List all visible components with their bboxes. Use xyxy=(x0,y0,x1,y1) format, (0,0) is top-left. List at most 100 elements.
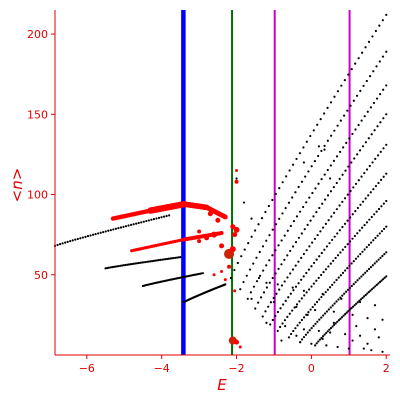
black-point-band-7 xyxy=(324,198,327,201)
black-point-band-9 xyxy=(343,222,347,225)
black-point-band-4 xyxy=(247,242,250,245)
black-point-2 xyxy=(276,283,279,286)
black-point-band-12 xyxy=(312,324,315,328)
black-point-band-7 xyxy=(280,263,283,266)
black-point-band-6 xyxy=(357,123,360,127)
black-point-band-6 xyxy=(345,141,348,144)
black-point-band-11 xyxy=(363,248,366,251)
black-point-band-7 xyxy=(344,169,347,172)
black-point-band-8 xyxy=(302,252,306,256)
black-point-band-5 xyxy=(355,94,359,97)
black-point-band-1 xyxy=(134,262,137,265)
black-point-band-12 xyxy=(343,292,346,295)
black-point-band-5 xyxy=(281,212,284,215)
black-point-band-8 xyxy=(379,150,382,153)
black-point-band-4 xyxy=(274,192,277,196)
black-point-band-9 xyxy=(307,268,311,271)
black-point-15 xyxy=(366,316,369,320)
black-point-band-0 xyxy=(165,214,168,218)
black-point-band-9 xyxy=(351,213,354,216)
black-point-band-6 xyxy=(372,101,376,105)
black-point-band-6 xyxy=(351,132,354,136)
black-point-band-12 xyxy=(344,290,348,293)
black-point-band-9 xyxy=(305,271,308,275)
black-point-band-7 xyxy=(379,121,382,124)
black-point-3 xyxy=(291,286,294,289)
black-point-band-1 xyxy=(159,258,162,262)
black-point-9 xyxy=(250,297,253,300)
black-point-band-10 xyxy=(322,271,325,274)
black-point-28 xyxy=(325,344,328,347)
black-point-band-4 xyxy=(323,112,326,115)
black-point-band-8 xyxy=(327,219,330,222)
black-point-band-1 xyxy=(136,262,139,265)
red-point-3 xyxy=(219,243,225,249)
black-point-band-1 xyxy=(151,259,154,263)
black-point-band-8 xyxy=(382,147,385,150)
black-point-band-11 xyxy=(292,329,295,333)
black-point-band-5 xyxy=(346,109,349,112)
black-point-band-7 xyxy=(277,267,280,270)
black-point-band-11 xyxy=(318,298,321,301)
black-point-band-8 xyxy=(322,226,325,229)
black-point-band-1 xyxy=(172,256,175,260)
black-point-12 xyxy=(314,308,317,312)
black-point-band-13 xyxy=(329,326,333,330)
black-point-band-4 xyxy=(278,186,281,190)
black-point-band-6 xyxy=(274,249,277,252)
black-point-band-4 xyxy=(364,46,367,49)
black-point-band-10 xyxy=(305,291,308,294)
black-point-band-5 xyxy=(245,274,248,277)
black-point-band-5 xyxy=(323,144,326,147)
black-point-band-11 xyxy=(352,260,355,263)
black-point-band-6 xyxy=(317,182,320,185)
black-point-band-11 xyxy=(367,243,371,246)
black-point-band-8 xyxy=(357,179,360,182)
black-point-band-10 xyxy=(329,262,332,265)
black-point-band-10 xyxy=(365,221,369,224)
black-point-35 xyxy=(332,321,335,325)
red-point-11 xyxy=(227,264,232,269)
black-point-band-6 xyxy=(335,155,339,158)
black-point-band-1 xyxy=(121,264,124,267)
black-point-band-0 xyxy=(117,227,120,230)
black-point-16 xyxy=(381,318,384,321)
black-point-band-10 xyxy=(317,276,320,279)
black-point-band-9 xyxy=(276,310,280,314)
black-point-band-8 xyxy=(313,237,316,240)
black-point-band-11 xyxy=(302,316,306,319)
black-point-band-1 xyxy=(116,265,119,268)
black-point-18 xyxy=(284,325,287,328)
black-point-band-13 xyxy=(337,319,340,322)
black-point-band-13 xyxy=(345,311,348,314)
black-point-band-8 xyxy=(278,288,281,291)
black-point-band-12 xyxy=(322,314,325,317)
black-point-band-13 xyxy=(321,335,325,338)
black-point-band-8 xyxy=(269,301,273,304)
black-point-band-11 xyxy=(380,230,384,233)
black-point-band-7 xyxy=(297,236,301,239)
black-point-band-7 xyxy=(294,241,298,244)
black-point-band-13 xyxy=(334,322,337,325)
black-point-band-9 xyxy=(282,303,285,306)
black-point-band-11 xyxy=(374,236,377,240)
black-point-band-0 xyxy=(71,239,74,242)
black-point-band-13 xyxy=(314,344,317,347)
black-point-band-8 xyxy=(333,211,336,214)
black-point-band-10 xyxy=(370,215,373,219)
black-point-band-12 xyxy=(385,251,388,254)
black-point-band-6 xyxy=(277,244,280,247)
black-point-band-13 xyxy=(350,307,353,310)
black-point-band-10 xyxy=(339,251,342,254)
black-point-band-11 xyxy=(324,291,327,294)
black-point-band-11 xyxy=(320,295,323,299)
black-point-band-12 xyxy=(375,260,378,263)
black-point-31 xyxy=(362,347,365,350)
black-point-band-6 xyxy=(323,173,326,176)
black-point-47 xyxy=(242,201,246,204)
black-point-band-5 xyxy=(333,129,336,132)
black-point-band-12 xyxy=(362,273,365,276)
black-point-band-0 xyxy=(94,233,97,236)
black-point-band-0 xyxy=(61,242,64,245)
black-point-band-12 xyxy=(333,302,336,305)
